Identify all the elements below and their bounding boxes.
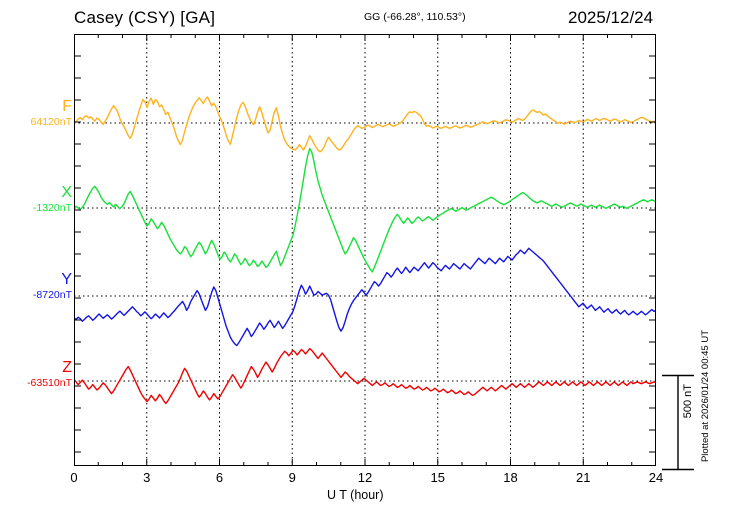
x-axis-label: U T (hour) [327,488,384,502]
legend-component-name: X [61,184,72,201]
magnetogram-plot-area [74,34,656,466]
legend-baseline-value: -8720nT [32,289,72,301]
x-tick-label: 3 [143,470,151,485]
legend-baseline-value: -63510nT [27,377,72,389]
legend-component-name: F [62,98,72,115]
plotted-at-timestamp: Plotted at 2026/01/24 00:45 UT [700,330,711,463]
x-tick-label: 18 [503,470,518,485]
legend-item-z: Z -63510nT [0,359,72,390]
observation-date: 2025/12/24 [568,8,654,27]
legend-item-x: X -1320nT [0,184,72,215]
baseline-layer [74,122,656,382]
x-tick-label: 12 [357,470,373,485]
x-tick-label: 9 [288,470,296,485]
x-tick-label: 6 [215,470,224,485]
legend-item-f: F 64120nT [0,98,72,129]
x-tick-label: 21 [576,470,591,485]
legend-baseline-value: 64120nT [30,116,72,128]
plot-frame [74,34,656,466]
trace-layer [74,96,656,405]
grid-layer [146,34,584,466]
x-tick-label: 24 [648,470,664,485]
scale-bar [662,374,694,471]
trace-f [74,96,656,153]
legend-component-name: Y [61,271,72,288]
trace-x [74,147,656,273]
geographic-coordinates: GG (-66.28°, 110.53°) [364,11,466,23]
trace-z [74,347,656,405]
page-title: Casey (CSY) [GA] [74,8,216,27]
scale-bar-label: 500 nT [682,384,694,419]
legend-component-name: Z [62,359,72,376]
legend-item-y: Y -8720nT [0,271,72,302]
trace-y [74,247,656,347]
legend-baseline-value: -1320nT [32,202,72,214]
x-tick-label: 15 [430,470,445,485]
x-tick-label: 0 [70,470,78,485]
